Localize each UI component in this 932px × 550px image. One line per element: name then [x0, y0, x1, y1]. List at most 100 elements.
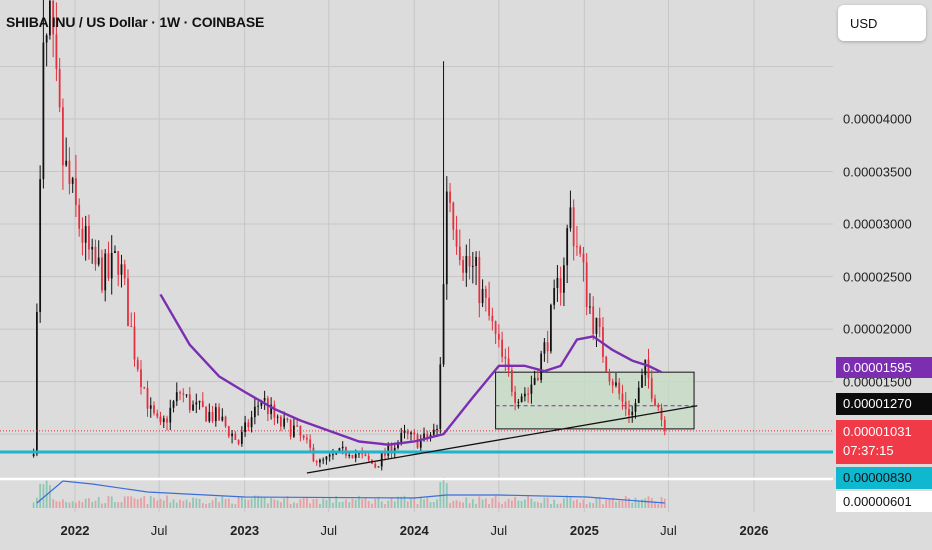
range-top-price-text: 0.00001270	[843, 396, 912, 411]
volume-bar	[185, 499, 188, 508]
candle-body	[592, 306, 595, 334]
candle-body	[244, 422, 246, 432]
last-price-text: 0.00001031	[843, 424, 912, 439]
volume-bar	[354, 499, 357, 508]
candle-body	[270, 404, 273, 415]
volume-bar	[169, 502, 172, 508]
low-price-label: 0.00000601	[836, 491, 932, 512]
currency-button[interactable]: USD	[838, 5, 926, 41]
candle-body	[65, 160, 68, 166]
candle-body	[237, 439, 240, 444]
volume-bar	[501, 504, 504, 508]
candle-body	[660, 407, 663, 420]
candle-body	[201, 400, 204, 407]
volume-bar	[484, 498, 487, 508]
volume-bar	[182, 501, 185, 508]
candle-body	[494, 321, 497, 334]
candle-body	[546, 342, 549, 352]
y-tick-label: 0.00002500	[843, 269, 912, 285]
volume-bar	[579, 502, 582, 508]
volume-bar	[260, 496, 263, 508]
candle-body	[569, 207, 572, 229]
candle-body	[169, 407, 172, 423]
volume-bar	[585, 504, 588, 508]
volume-bar	[133, 498, 136, 508]
candle-body	[507, 358, 510, 371]
volume-ma-line	[36, 480, 665, 504]
candle-body	[120, 264, 123, 275]
volume-bar	[465, 497, 468, 508]
candle-body	[240, 431, 243, 444]
volume-bar	[78, 500, 81, 508]
volume-bar	[71, 501, 74, 508]
candle-body	[35, 311, 38, 455]
volume-bar	[413, 496, 416, 508]
volume-bar	[84, 498, 87, 508]
volume-bar	[429, 502, 432, 508]
volume-bar	[257, 495, 260, 508]
candle-body	[234, 433, 237, 440]
candle-body	[530, 384, 533, 394]
volume-bar	[143, 496, 146, 508]
volume-bar	[153, 497, 155, 508]
candle-body	[293, 425, 295, 437]
candle-body	[550, 304, 552, 352]
candle-body	[101, 257, 103, 291]
candle-body	[211, 411, 214, 422]
candle-body	[332, 454, 334, 456]
candle-body	[647, 359, 650, 379]
volume-bar	[507, 498, 510, 508]
candle-body	[253, 406, 256, 418]
volume-bar	[436, 499, 438, 508]
volume-bar	[146, 503, 149, 508]
volume-bar	[322, 498, 325, 508]
candle-body	[553, 287, 556, 305]
volume-bar	[253, 495, 256, 508]
candle-body	[475, 256, 477, 267]
candle-body	[488, 297, 490, 316]
volume-bar	[234, 504, 237, 508]
y-tick-label: 0.00003000	[843, 216, 912, 232]
volume-bar	[175, 502, 178, 508]
candle-body	[468, 256, 471, 267]
support-price-label: 0.00000830	[836, 467, 932, 489]
volume-bar	[91, 502, 94, 508]
candle-body	[263, 398, 266, 401]
volume-bar	[273, 499, 276, 508]
volume-bar	[384, 504, 386, 508]
candle-body	[484, 288, 487, 298]
volume-bar	[244, 499, 246, 508]
candle-body	[185, 394, 188, 396]
volume-bar	[110, 496, 113, 508]
candle-body	[192, 404, 194, 411]
volume-bar	[523, 499, 526, 508]
volume-bar	[654, 501, 656, 508]
candle-body	[598, 317, 601, 328]
volume-bar	[114, 502, 116, 508]
volume-bar	[49, 484, 51, 508]
volume-bar	[631, 502, 634, 508]
candle-body	[75, 178, 77, 205]
volume-bar	[397, 496, 399, 508]
candle-body	[361, 453, 364, 455]
candle-body	[367, 455, 370, 460]
volume-bar	[536, 502, 539, 508]
ma-price-text: 0.00001595	[843, 360, 912, 375]
candle-body	[188, 394, 191, 411]
volume-bar	[117, 502, 120, 508]
candle-body	[390, 443, 393, 454]
volume-bar	[195, 498, 198, 508]
volume-bar	[546, 497, 549, 508]
candle-body	[501, 339, 504, 357]
volume-bar	[205, 504, 207, 508]
volume-bar	[120, 502, 123, 508]
volume-bar	[348, 502, 351, 508]
candle-body	[257, 405, 260, 407]
candle-body	[341, 446, 344, 449]
candle-body	[387, 443, 390, 456]
candle-body	[162, 418, 165, 423]
candle-body	[556, 277, 559, 288]
candle-body	[58, 68, 61, 108]
candle-body	[377, 466, 380, 468]
